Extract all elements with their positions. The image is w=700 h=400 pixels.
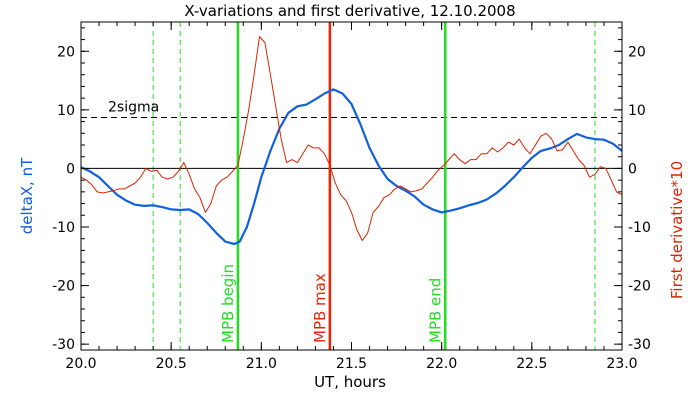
y-tick-label-right: 20 [628, 44, 646, 60]
x-axis-label: UT, hours [314, 373, 386, 391]
x-tick-label: 21.5 [336, 356, 367, 372]
series-line-derivative [80, 36, 623, 241]
y-tick-label-left: 0 [66, 161, 75, 177]
y-tick-label-left: -30 [52, 337, 75, 353]
threshold-label: 2sigma [108, 99, 159, 115]
y-tick-label-right: -20 [628, 279, 651, 295]
x-tick-label: 22.0 [426, 356, 457, 372]
y-tick-label-left: 20 [57, 44, 75, 60]
series-line-deltax [80, 88, 623, 246]
chart-title: X-variations and first derivative, 12.10… [184, 2, 515, 20]
y-tick-label-right: 0 [628, 161, 637, 177]
y-tick-label-left: -10 [52, 220, 75, 236]
y-tick-label-left: -20 [52, 279, 75, 295]
plot-area: 2sigma MPB begin MPB max MPB end [80, 22, 623, 350]
plot-frame [80, 21, 623, 351]
x-tick-label: 20.0 [65, 356, 96, 372]
x-tick-label: 21.0 [246, 356, 277, 372]
axes: 20.0 20.5 21.0 21.5 22.0 22.5 23.0 -30 -30 -20 -20… [52, 21, 651, 372]
y-axis-label-left: deltaX, nT [18, 157, 36, 234]
y-tick-label-left: 10 [57, 103, 75, 119]
y-axis-label-right: First derivative*10 [668, 161, 686, 299]
x-tick-label: 22.5 [516, 356, 547, 372]
marker-label: MPB end [426, 278, 444, 343]
marker-label: MPB max [311, 273, 329, 343]
y-tick-label-right: 10 [628, 103, 646, 119]
marker-label: MPB begin [219, 264, 237, 343]
x-tick-label: 23.0 [606, 356, 637, 372]
y-tick-label-right: -30 [628, 337, 651, 353]
x-tick-label: 20.5 [156, 356, 187, 372]
y-tick-label-right: -10 [628, 220, 651, 236]
